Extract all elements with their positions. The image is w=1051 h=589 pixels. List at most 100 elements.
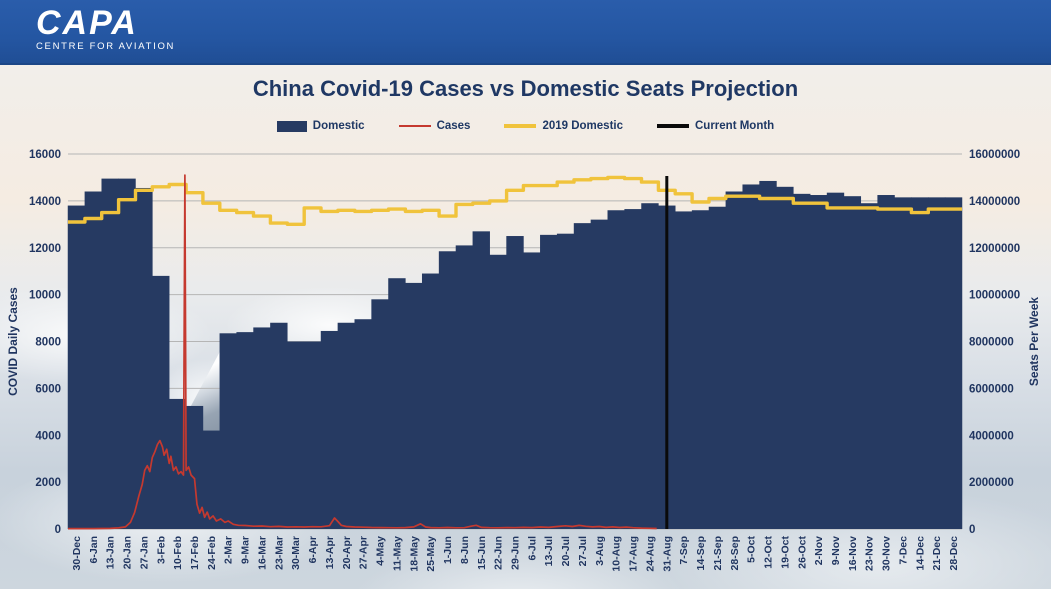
legend-item-2019-domestic: 2019 Domestic xyxy=(504,120,623,132)
bar-week-6-Jan xyxy=(84,191,102,529)
x-axis-label: 1-Jun xyxy=(442,536,454,564)
x-axis-label: 20-Jul xyxy=(560,536,572,566)
x-axis-label: 23-Mar xyxy=(273,536,285,570)
bar-week-14-Dec xyxy=(911,197,929,530)
bar-week-19-Oct xyxy=(776,186,794,529)
x-axis-label: 7-Sep xyxy=(678,536,690,565)
bar-week-5-Oct xyxy=(742,184,760,529)
bar-week-17-Feb xyxy=(185,405,204,529)
bar-week-28-Sep xyxy=(725,191,743,529)
x-axis-label: 24-Aug xyxy=(644,536,656,572)
x-axis-label: 14-Dec xyxy=(914,536,926,571)
x-axis-label: 6-Apr xyxy=(307,536,319,563)
legend-item-current-month: Current Month xyxy=(657,120,774,132)
x-axis-label: 10-Aug xyxy=(611,536,623,572)
x-axis-label: 2-Nov xyxy=(813,536,825,565)
bar-week-6-Jul xyxy=(523,252,541,529)
bar-week-2-Nov xyxy=(809,195,828,529)
x-axis-label: 17-Feb xyxy=(189,536,201,570)
legend-item-domestic: Domestic xyxy=(276,120,365,132)
bar-week-30-Nov xyxy=(877,195,895,529)
right-axis-tick: 12000000 xyxy=(969,243,1020,255)
x-axis-label: 6-Jul xyxy=(526,536,538,561)
bar-week-20-Jan xyxy=(118,178,136,530)
bar-week-25-May xyxy=(421,273,440,529)
left-axis-tick: 4000 xyxy=(35,430,61,442)
bar-week-21-Dec xyxy=(928,197,946,530)
left-axis-tick: 12000 xyxy=(29,243,61,255)
right-axis-tick: 14000000 xyxy=(969,196,1020,208)
bar-week-3-Feb xyxy=(152,275,170,530)
x-axis-label: 10-Feb xyxy=(172,536,184,570)
x-axis-label: 30-Nov xyxy=(881,536,893,571)
legend-label-domestic: Domestic xyxy=(312,120,365,132)
bar-week-8-Jun xyxy=(455,245,474,529)
x-axis-label: 6-Jan xyxy=(88,536,100,563)
bar-week-14-Sep xyxy=(691,210,710,529)
x-axis-label: 23-Nov xyxy=(864,536,876,571)
left-axis-tick: 8000 xyxy=(35,337,61,349)
axis-tick-labels: 0 2000 4000 6000 8000 10000 12000 14000 16000 0 20… xyxy=(29,149,1020,536)
x-axis-label: 8-Jun xyxy=(459,536,471,564)
bar-week-3-Aug xyxy=(590,219,609,530)
x-axis-label: 3-Feb xyxy=(155,536,167,564)
x-axis-label: 26-Oct xyxy=(796,536,808,569)
bar-week-20-Apr xyxy=(337,322,356,529)
x-axis-label: 12-Oct xyxy=(763,536,775,569)
legend-swatch-domestic-bar xyxy=(276,120,307,132)
bar-week-27-Jul xyxy=(573,223,592,529)
x-axis-label: 13-Jan xyxy=(105,536,117,569)
x-axis-label: 21-Dec xyxy=(931,536,943,571)
right-axis-tick: 10000000 xyxy=(969,290,1020,302)
x-axis-label: 24-Feb xyxy=(206,536,218,570)
left-axis-tick: 0 xyxy=(55,524,61,536)
x-axis-label: 9-Nov xyxy=(830,536,842,565)
x-axis-label: 20-Jan xyxy=(122,536,134,569)
chart-title: China Covid-19 Cases vs Domestic Seats P… xyxy=(252,76,799,101)
x-axis-label: 19-Oct xyxy=(779,536,791,569)
bar-week-27-Apr xyxy=(354,319,372,529)
cases-line xyxy=(68,174,657,530)
bar-week-13-Apr xyxy=(320,330,339,529)
x-axis-label: 31-Aug xyxy=(661,536,673,572)
x-axis-label: 27-Jan xyxy=(138,536,150,569)
capa-logo-subtitle: CENTRE FOR AVIATION xyxy=(36,41,176,52)
x-axis-label: 29-Jun xyxy=(510,536,522,570)
capa-logo: CAPA CENTRE FOR AVIATION xyxy=(36,6,175,52)
x-axis-label: 28-Sep xyxy=(729,536,741,570)
capa-banner: CAPA CENTRE FOR AVIATION xyxy=(0,0,1051,65)
x-axis-label: 16-Nov xyxy=(847,536,859,571)
2019-domestic-line xyxy=(68,175,962,226)
right-axis-tick: 0 xyxy=(969,524,975,536)
bar-week-24-Aug xyxy=(641,203,659,529)
x-axis-label: 2-Mar xyxy=(223,536,235,564)
bar-week-29-Jun xyxy=(506,236,524,529)
bar-week-23-Nov xyxy=(860,203,878,529)
left-axis-tick: 16000 xyxy=(29,149,61,161)
x-axis-label: 11-May xyxy=(391,536,403,571)
bar-week-13-Jul xyxy=(540,234,558,530)
bar-week-12-Oct xyxy=(759,180,777,529)
bar-week-9-Nov xyxy=(826,192,845,530)
capa-logo-wordmark: CAPA xyxy=(36,4,138,42)
legend-label-current-month: Current Month xyxy=(695,120,775,132)
right-axis-tick: 8000000 xyxy=(969,337,1014,349)
bar-week-27-Jan xyxy=(135,187,153,530)
bar-week-10-Aug xyxy=(607,210,625,529)
left-axis-tick: 2000 xyxy=(35,477,61,489)
bar-week-9-Mar xyxy=(236,332,254,530)
left-axis-title: COVID Daily Cases xyxy=(6,287,20,396)
right-axis-tick: 16000000 xyxy=(969,149,1020,161)
bar-week-16-Mar xyxy=(253,327,271,529)
x-axis-label: 25-May xyxy=(425,536,437,572)
left-axis-tick: 14000 xyxy=(29,196,61,208)
x-axis-label: 7-Dec xyxy=(897,536,909,565)
bar-week-16-Nov xyxy=(843,196,862,529)
right-axis-tick: 4000000 xyxy=(969,430,1014,442)
bar-week-4-May xyxy=(371,299,389,529)
x-axis-label: 27-Apr xyxy=(358,536,370,569)
legend-swatch-current-month-line xyxy=(657,124,689,128)
bar-week-1-Jun xyxy=(438,251,457,529)
x-axis-labels: 30-Dec 6-Jan 13-Jan 20-Jan 27-Jan 3-Feb 10-Feb… xyxy=(71,536,960,572)
